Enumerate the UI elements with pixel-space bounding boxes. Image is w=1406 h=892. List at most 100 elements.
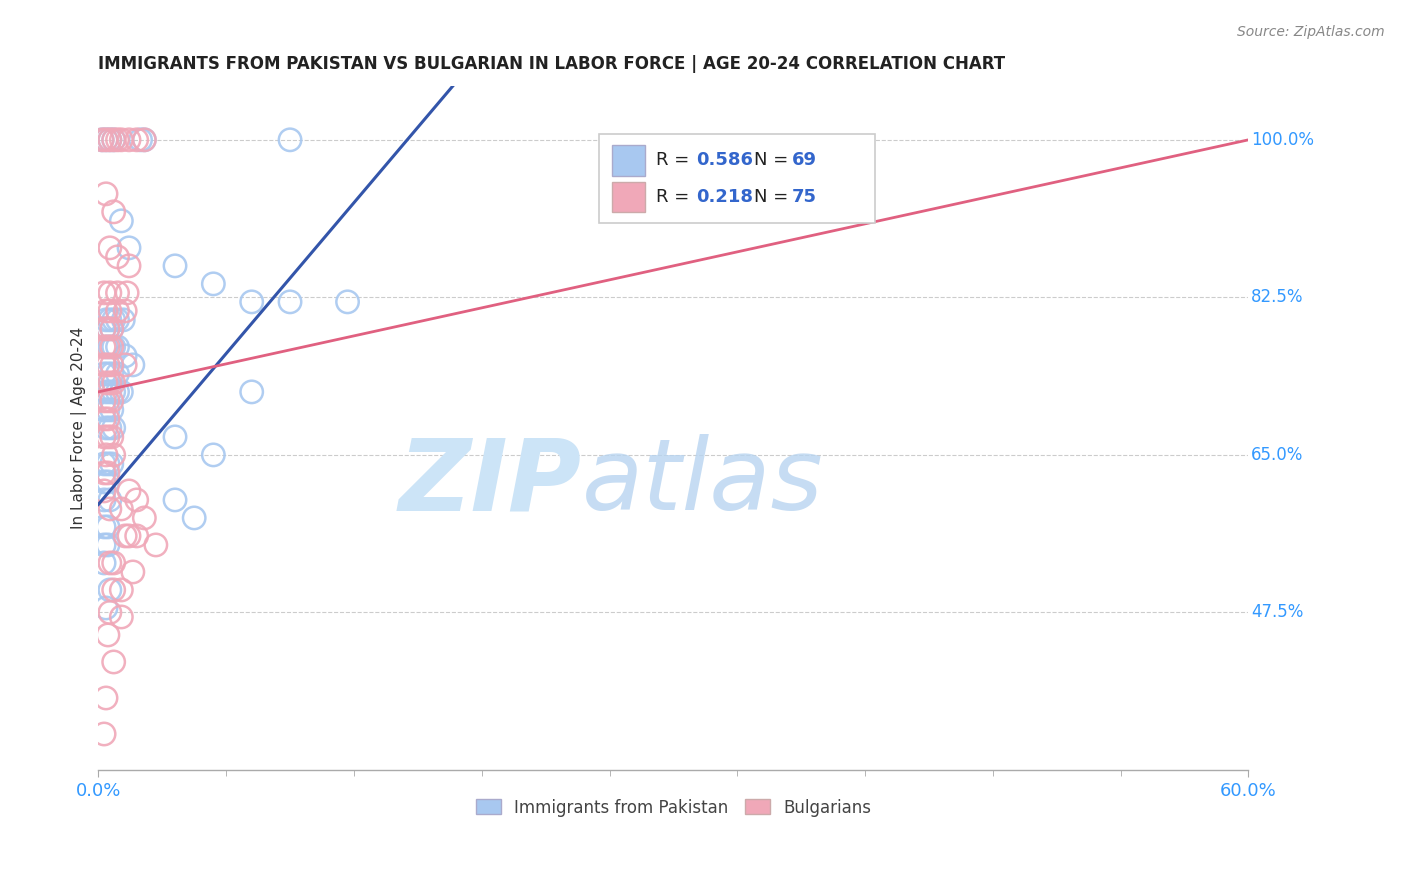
Point	[93, 322, 115, 336]
Point	[134, 133, 156, 147]
Point	[134, 133, 156, 147]
Point	[110, 214, 132, 228]
Point	[97, 367, 120, 381]
Point	[98, 502, 121, 516]
Point	[103, 421, 125, 435]
Point	[110, 582, 132, 597]
Point	[336, 294, 359, 309]
Point	[103, 384, 125, 399]
Point	[114, 358, 136, 372]
Point	[93, 322, 115, 336]
Point	[134, 511, 156, 525]
Point	[118, 241, 141, 255]
Point	[107, 285, 129, 300]
Text: ZIP: ZIP	[398, 434, 582, 531]
Point	[103, 448, 125, 462]
Point	[93, 457, 115, 471]
Point	[118, 529, 141, 543]
Point	[97, 322, 120, 336]
Point	[98, 304, 121, 318]
Point	[98, 313, 121, 327]
Text: 100.0%: 100.0%	[1251, 131, 1313, 149]
Point	[93, 285, 115, 300]
Point	[93, 393, 115, 408]
Point	[97, 628, 120, 642]
Point	[129, 133, 152, 147]
Point	[97, 520, 120, 534]
Text: 0.586: 0.586	[696, 152, 754, 169]
Point	[110, 133, 132, 147]
Point	[97, 538, 120, 552]
Point	[97, 358, 120, 372]
Point	[100, 403, 122, 417]
Point	[100, 457, 122, 471]
Point	[103, 313, 125, 327]
Point	[94, 304, 117, 318]
Point	[114, 304, 136, 318]
Legend: Immigrants from Pakistan, Bulgarians: Immigrants from Pakistan, Bulgarians	[470, 792, 877, 823]
Point	[100, 322, 122, 336]
Point	[110, 384, 132, 399]
Text: atlas: atlas	[582, 434, 823, 531]
Point	[125, 133, 148, 147]
Point	[94, 384, 117, 399]
Point	[121, 565, 143, 579]
Y-axis label: In Labor Force | Age 20-24: In Labor Force | Age 20-24	[72, 326, 87, 529]
Point	[107, 304, 129, 318]
Point	[98, 606, 121, 620]
Point	[93, 556, 115, 570]
Point	[107, 313, 129, 327]
Point	[114, 529, 136, 543]
Point	[93, 430, 115, 444]
Point	[93, 358, 115, 372]
Point	[103, 556, 125, 570]
Point	[94, 340, 117, 354]
Point	[163, 259, 186, 273]
Point	[98, 556, 121, 570]
Point	[93, 483, 115, 498]
Point	[103, 655, 125, 669]
Point	[97, 466, 120, 480]
Text: 69: 69	[792, 152, 817, 169]
Point	[107, 367, 129, 381]
Point	[107, 133, 129, 147]
Point	[97, 403, 120, 417]
Point	[103, 133, 125, 147]
Point	[145, 538, 167, 552]
Point	[91, 133, 114, 147]
Point	[98, 285, 121, 300]
Point	[163, 430, 186, 444]
Point	[93, 492, 115, 507]
Point	[98, 241, 121, 255]
Text: N =: N =	[754, 187, 794, 206]
Point	[93, 475, 115, 489]
Point	[93, 538, 115, 552]
Point	[112, 313, 135, 327]
Text: 65.0%: 65.0%	[1251, 446, 1303, 464]
FancyBboxPatch shape	[599, 134, 875, 223]
Point	[98, 376, 121, 390]
Point	[98, 340, 121, 354]
Point	[93, 367, 115, 381]
Point	[125, 529, 148, 543]
Point	[100, 367, 122, 381]
Point	[100, 393, 122, 408]
Point	[103, 582, 125, 597]
Text: Source: ZipAtlas.com: Source: ZipAtlas.com	[1237, 25, 1385, 39]
Text: IMMIGRANTS FROM PAKISTAN VS BULGARIAN IN LABOR FORCE | AGE 20-24 CORRELATION CHA: IMMIGRANTS FROM PAKISTAN VS BULGARIAN IN…	[98, 55, 1005, 73]
Point	[94, 421, 117, 435]
Point	[94, 186, 117, 201]
Point	[94, 376, 117, 390]
Point	[93, 340, 115, 354]
Text: 75: 75	[792, 187, 817, 206]
Point	[125, 492, 148, 507]
Point	[94, 133, 117, 147]
Point	[183, 511, 205, 525]
Point	[202, 448, 225, 462]
Point	[94, 448, 117, 462]
Point	[97, 457, 120, 471]
Point	[110, 502, 132, 516]
Text: R =: R =	[657, 187, 695, 206]
Point	[98, 582, 121, 597]
Point	[93, 520, 115, 534]
